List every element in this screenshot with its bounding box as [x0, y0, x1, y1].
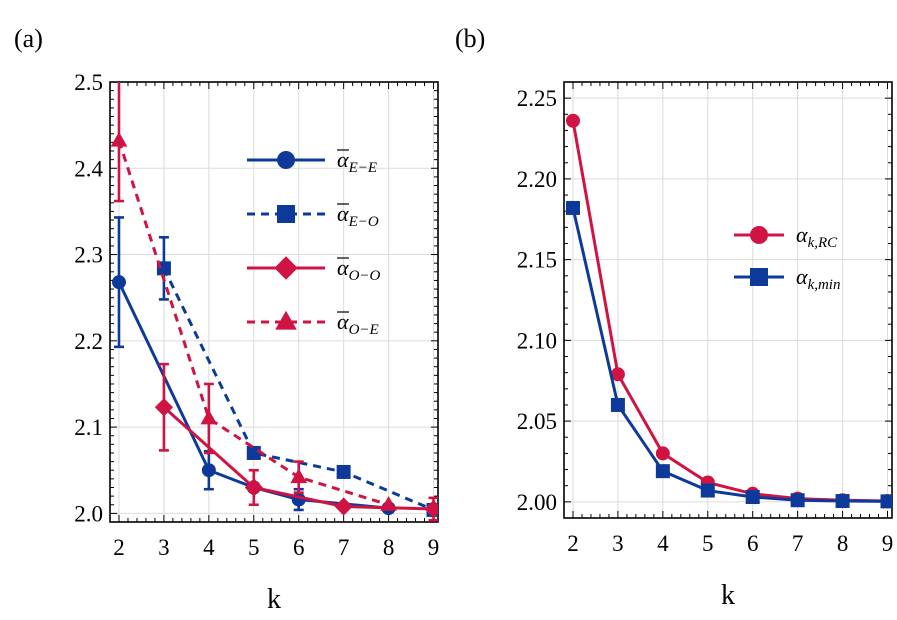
x-tick-label: 5 — [248, 535, 260, 560]
legend-marker — [750, 226, 768, 244]
data-point — [835, 494, 850, 509]
legend-marker — [274, 256, 298, 280]
y-tick-label: 2.2 — [74, 329, 103, 354]
x-tick-label: 3 — [612, 531, 624, 556]
series-1 — [565, 200, 892, 509]
plot-area — [110, 82, 438, 522]
legend-entry-1: αE−O — [247, 201, 379, 230]
legend-label: αO−E — [337, 309, 379, 338]
x-tick-label: 5 — [702, 531, 714, 556]
series-0 — [565, 113, 892, 509]
data-point — [610, 397, 625, 412]
series-line — [571, 120, 888, 503]
x-axis-label: k — [267, 584, 281, 615]
series-line — [571, 207, 888, 503]
plot-area — [565, 113, 892, 509]
y-tick-label: 2.20 — [517, 167, 557, 192]
data-point — [200, 409, 218, 425]
data-point — [290, 468, 308, 484]
series-line — [117, 140, 390, 507]
legend-label: αk,min — [796, 264, 840, 293]
plot-frame — [109, 81, 439, 523]
x-tick-label: 2 — [567, 531, 579, 556]
x-tick-label: 8 — [383, 535, 395, 560]
data-point — [110, 131, 128, 147]
series-3 — [110, 82, 397, 511]
x-tick-label: 2 — [113, 535, 125, 560]
data-point — [790, 493, 805, 508]
y-tick-label: 2.00 — [517, 490, 557, 515]
x-tick-label: 4 — [657, 531, 669, 556]
data-point — [655, 464, 670, 479]
x-tick-label: 6 — [293, 535, 305, 560]
data-point — [154, 398, 174, 417]
panel-label-a: (a) — [14, 24, 43, 53]
data-point — [201, 463, 216, 478]
y-tick-label: 2.25 — [517, 86, 557, 111]
y-tick-label: 2.3 — [74, 243, 103, 268]
data-point — [880, 494, 892, 509]
y-tick-label: 2.0 — [74, 501, 103, 526]
series-line — [162, 267, 435, 512]
legend-entry-3: αO−E — [247, 309, 379, 338]
data-point — [244, 478, 263, 497]
data-point — [565, 200, 580, 215]
data-point — [380, 495, 397, 511]
legend-entry-0: αk,RC — [734, 222, 838, 251]
chart-b: 2 3 4 5 6 7 8 9 2.00 2.05 2.10 2.15 2.20 2.25 k αk,RC αk… — [517, 81, 894, 611]
data-point — [745, 490, 760, 505]
x-tick-label: 7 — [792, 531, 804, 556]
data-point — [111, 275, 126, 290]
legend-label: αk,RC — [796, 222, 838, 251]
data-point — [334, 497, 353, 516]
data-point — [655, 446, 670, 461]
y-tick-label: 2.15 — [517, 248, 557, 273]
y-tick-label: 2.4 — [74, 156, 103, 181]
data-point — [424, 499, 438, 519]
y-tick-label: 2.10 — [517, 328, 557, 353]
legend-marker — [277, 151, 295, 169]
legend-entry-1: αk,min — [734, 264, 840, 293]
legend-entry-0: αE−E — [247, 147, 377, 176]
x-tick-label: 8 — [837, 531, 849, 556]
x-tick-label: 4 — [203, 535, 215, 560]
x-tick-label: 9 — [882, 531, 894, 556]
data-point — [565, 113, 580, 128]
legend-label: αE−O — [337, 201, 379, 230]
data-point — [700, 483, 715, 498]
legend-marker — [277, 205, 295, 223]
panel-label-b: (b) — [455, 24, 485, 53]
x-tick-label: 3 — [158, 535, 170, 560]
data-point — [336, 464, 351, 479]
legend-entry-2: αO−O — [247, 255, 381, 284]
data-point — [246, 445, 261, 460]
legend-label: αE−E — [337, 147, 377, 176]
plot-frame — [563, 81, 893, 519]
y-tick-label: 2.05 — [517, 409, 557, 434]
y-tick-label: 2.1 — [74, 415, 103, 440]
chart-a: 2 3 4 5 6 7 8 9 2.0 2.1 2.2 2.3 2.4 2.5 k αE−E αE−O αO−O α… — [74, 70, 440, 615]
x-tick-label: 7 — [338, 535, 350, 560]
y-tick-label: 2.5 — [74, 70, 103, 95]
data-point — [610, 367, 625, 382]
x-tick-label: 6 — [747, 531, 759, 556]
legend-label: αO−O — [337, 255, 381, 284]
x-tick-label: 9 — [428, 535, 440, 560]
legend-marker — [275, 310, 297, 330]
x-axis-label: k — [721, 580, 735, 611]
legend-marker — [750, 268, 768, 286]
